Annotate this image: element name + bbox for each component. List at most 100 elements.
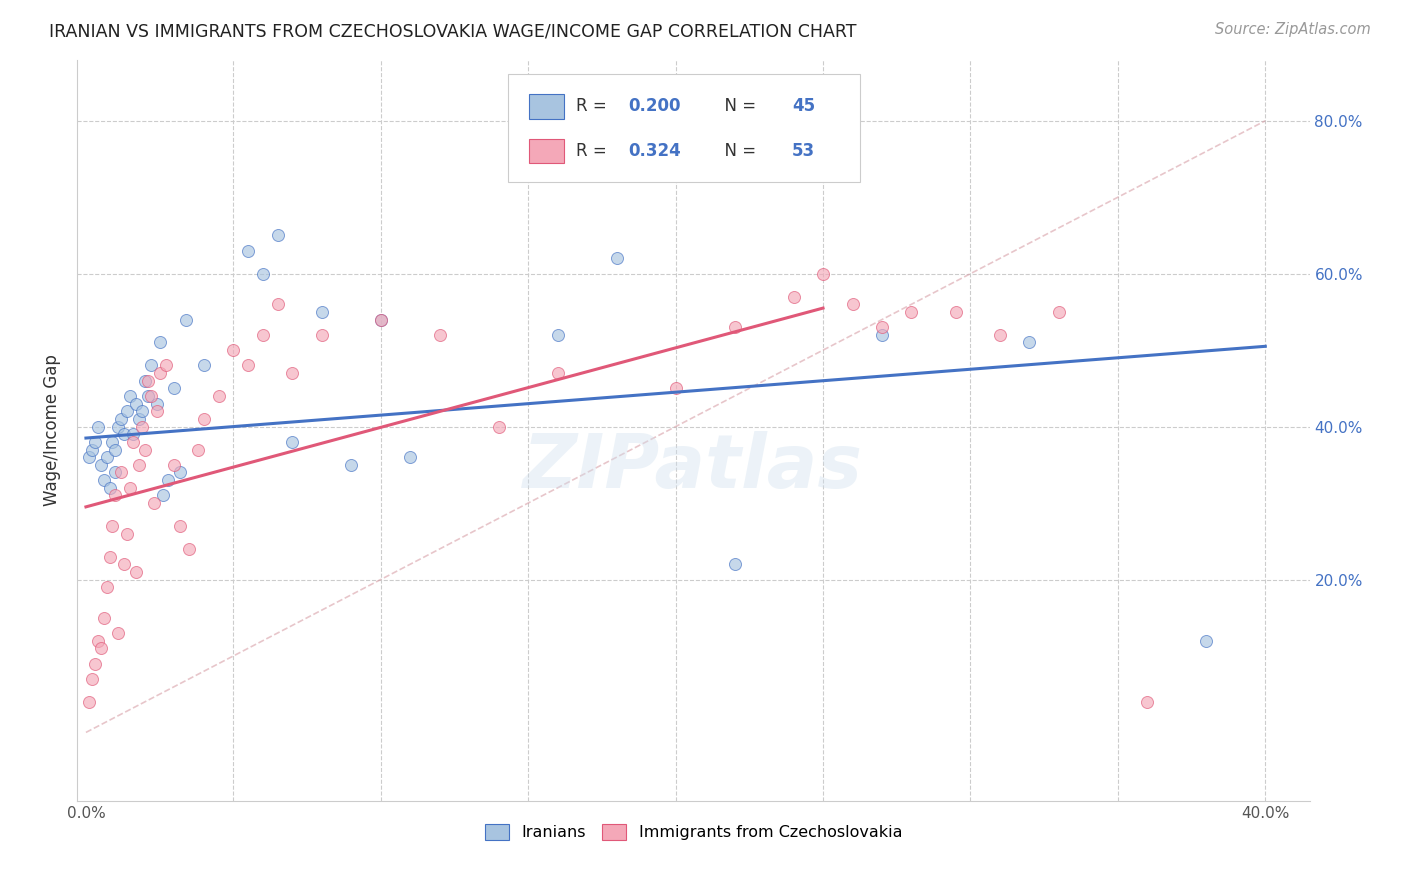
Point [107, 626, 129, 640]
Point [98, 481, 121, 495]
Point [222, 343, 245, 358]
Point [179, 541, 201, 556]
Point [104, 466, 127, 480]
Point [87, 419, 110, 434]
Point [139, 389, 162, 403]
Point [77, 450, 100, 465]
Point [193, 359, 215, 373]
Point [128, 458, 150, 472]
Point [782, 290, 804, 304]
Text: R =: R = [576, 142, 612, 160]
Point [841, 297, 863, 311]
Point [101, 434, 124, 449]
Point [169, 519, 191, 533]
Point [252, 327, 274, 342]
Point [174, 312, 197, 326]
Point [136, 374, 159, 388]
Point [120, 481, 142, 495]
Point [115, 404, 138, 418]
Point [811, 267, 834, 281]
Text: IRANIAN VS IMMIGRANTS FROM CZECHOSLOVAKIA WAGE/INCOME GAP CORRELATION CHART: IRANIAN VS IMMIGRANTS FROM CZECHOSLOVAKI… [49, 22, 856, 40]
Point [187, 442, 209, 457]
Point [399, 450, 422, 465]
Point [136, 389, 159, 403]
Point [900, 305, 922, 319]
Point [145, 404, 167, 418]
Text: 45: 45 [792, 97, 815, 115]
Text: N =: N = [714, 142, 762, 160]
Point [157, 473, 180, 487]
Point [1018, 335, 1040, 350]
Point [370, 312, 392, 326]
Point [606, 252, 628, 266]
Point [80, 672, 103, 686]
Point [723, 320, 745, 334]
Text: 0.324: 0.324 [628, 142, 681, 160]
Point [340, 458, 363, 472]
FancyBboxPatch shape [530, 94, 564, 119]
Point [112, 558, 135, 572]
Point [77, 695, 100, 709]
Point [988, 327, 1011, 342]
FancyBboxPatch shape [530, 138, 564, 163]
Point [149, 335, 172, 350]
Point [163, 381, 186, 395]
Point [370, 312, 392, 326]
Text: 0.200: 0.200 [628, 97, 681, 115]
Point [122, 434, 145, 449]
Point [1136, 695, 1159, 709]
Text: 53: 53 [792, 142, 815, 160]
Point [80, 442, 103, 457]
Point [125, 565, 148, 579]
Point [101, 519, 124, 533]
Point [163, 458, 186, 472]
Point [547, 327, 569, 342]
Point [131, 404, 153, 418]
Point [110, 466, 132, 480]
Point [110, 412, 132, 426]
Y-axis label: Wage/Income Gap: Wage/Income Gap [44, 354, 60, 507]
Point [134, 442, 156, 457]
Point [128, 412, 150, 426]
Point [120, 389, 142, 403]
Point [723, 558, 745, 572]
Text: ZIPatlas: ZIPatlas [523, 431, 863, 504]
Text: Source: ZipAtlas.com: Source: ZipAtlas.com [1215, 22, 1371, 37]
Point [193, 412, 215, 426]
Point [1047, 305, 1070, 319]
Point [311, 305, 333, 319]
Point [104, 488, 127, 502]
Point [429, 327, 451, 342]
Text: R =: R = [576, 97, 612, 115]
Point [96, 580, 118, 594]
Point [98, 549, 121, 564]
Point [83, 434, 105, 449]
Point [122, 427, 145, 442]
Point [107, 419, 129, 434]
Point [134, 374, 156, 388]
Point [266, 228, 288, 243]
Point [139, 359, 162, 373]
Point [83, 657, 105, 671]
Point [149, 366, 172, 380]
Point [145, 397, 167, 411]
Point [311, 327, 333, 342]
Point [104, 442, 127, 457]
Point [1195, 633, 1218, 648]
Point [488, 419, 510, 434]
Point [252, 267, 274, 281]
Point [142, 496, 165, 510]
Point [93, 473, 115, 487]
Point [169, 466, 191, 480]
Point [870, 327, 893, 342]
Point [155, 359, 177, 373]
Point [281, 366, 304, 380]
Point [125, 397, 148, 411]
Point [665, 381, 688, 395]
Point [207, 389, 229, 403]
Point [90, 458, 112, 472]
Point [131, 419, 153, 434]
Point [547, 366, 569, 380]
Point [115, 526, 138, 541]
Point [281, 434, 304, 449]
